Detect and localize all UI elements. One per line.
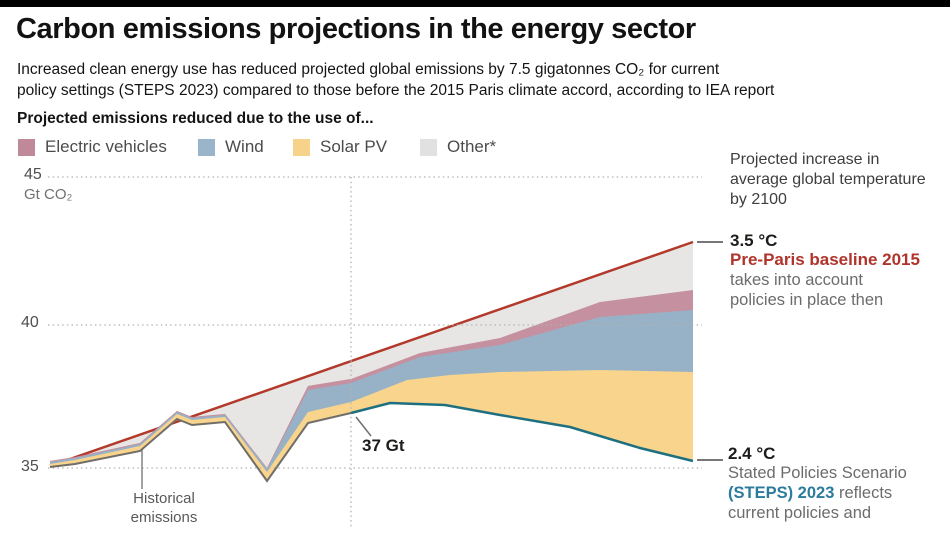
y-axis-unit: Gt CO₂ (24, 186, 73, 203)
ribbon-solar-pv (50, 402, 351, 481)
legend-heading: Projected emissions reduced due to the u… (17, 110, 374, 127)
subtitle-line-2: policy settings (STEPS 2023) compared to… (17, 82, 775, 99)
y-axis-tick-35: 35 (21, 458, 39, 475)
other-swatch (420, 138, 437, 156)
page-title: Carbon emissions projections in the ener… (16, 13, 696, 45)
temperature-heading-line-3: by 2100 (730, 191, 787, 208)
steps-2023-line (350, 401, 694, 463)
legend-label: Other* (447, 137, 497, 156)
legend-item-wind: Wind (198, 137, 264, 156)
historical-emissions-line (49, 412, 352, 483)
legend-label: Wind (225, 137, 264, 156)
legend-label: Electric vehicles (45, 137, 167, 156)
historical-emissions-label: Historical emissions (108, 489, 220, 527)
baseline-temperature-value: 3.5 °C (730, 231, 778, 250)
pre-paris-baseline-label: Pre-Paris baseline 2015 (730, 250, 920, 269)
historical-label-line-2: emissions (130, 509, 198, 526)
steps-description-line-2: (STEPS) 2023 reflects (728, 484, 892, 503)
area-solar-pv (50, 370, 693, 481)
steps-description-line-1: Stated Policies Scenario (728, 464, 907, 482)
steps-reflects-text: reflects (834, 484, 893, 502)
37-gt-label: 37 Gt (362, 436, 405, 455)
electric-vehicles-swatch (18, 138, 35, 156)
steps-temperature-value: 2.4 °C (728, 444, 776, 463)
baseline-desc-line-2: policies in place then (730, 291, 884, 309)
y-axis-tick-45: 45 (24, 166, 42, 183)
subtitle: Increased clean energy use has reduced p… (17, 59, 774, 101)
subtitle-line-1: Increased clean energy use has reduced p… (17, 61, 720, 78)
steps-description-line-3: current policies and (728, 504, 872, 522)
legend-item-solar-pv: Solar PV (293, 137, 388, 156)
baseline-desc-line-1: takes into account (730, 271, 863, 289)
temperature-heading-line-2: average global temperature (730, 171, 926, 188)
37-gt-pointer-line (355, 416, 372, 437)
y-axis-tick-40: 40 (21, 314, 39, 331)
legend-item-electric-vehicles: Electric vehicles (18, 137, 167, 156)
temperature-heading: Projected increase in average global tem… (730, 150, 926, 210)
top-bar (0, 0, 950, 7)
ribbon-wind (50, 383, 351, 481)
legend-label: Solar PV (320, 137, 388, 156)
temperature-heading-line-1: Projected increase in (730, 151, 880, 168)
historical-label-line-1: Historical (133, 490, 195, 507)
pre-paris-baseline-description: takes into account policies in place the… (730, 270, 883, 310)
legend-item-other: Other* (420, 137, 497, 156)
steps-2023-label: (STEPS) 2023 (728, 484, 835, 502)
wind-swatch (198, 138, 215, 156)
solar-pv-swatch (293, 138, 310, 156)
